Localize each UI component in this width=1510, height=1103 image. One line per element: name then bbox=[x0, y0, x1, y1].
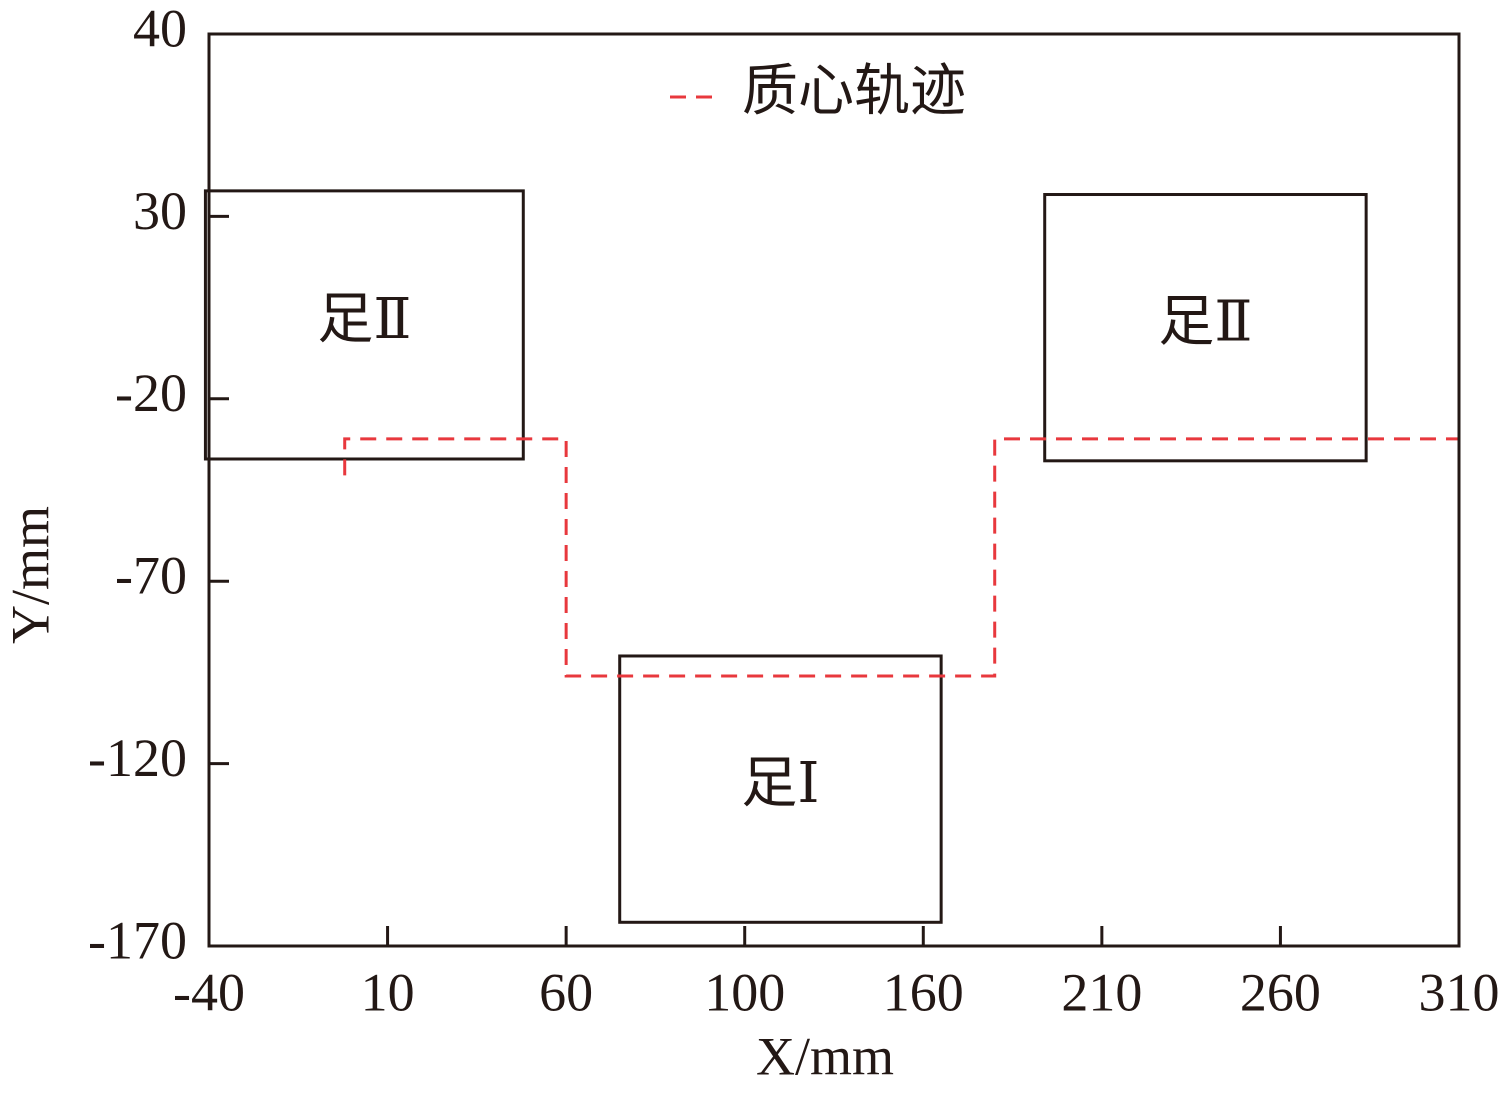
plot-frame bbox=[207, 32, 1461, 948]
y-axis-label: Y/mm bbox=[0, 506, 60, 644]
y-tick-label: -70 bbox=[115, 546, 187, 606]
x-tick-label: 310 bbox=[1419, 962, 1500, 1022]
footprint bbox=[1043, 193, 1368, 463]
x-axis-label: X/mm bbox=[756, 1026, 894, 1086]
x-tick-label: 100 bbox=[704, 962, 785, 1022]
legend-label: 质心轨迹 bbox=[742, 61, 966, 123]
trajectory-line bbox=[343, 437, 1459, 678]
y-tick-label: -20 bbox=[115, 363, 187, 423]
footprint-label: 足Ⅰ bbox=[741, 753, 819, 815]
footprint-label: 足Ⅱ bbox=[317, 289, 411, 351]
footprint-label: 足Ⅱ bbox=[1158, 292, 1252, 354]
y-tick-label: -120 bbox=[88, 728, 187, 788]
footprint bbox=[203, 189, 525, 461]
x-tick-label: -40 bbox=[173, 962, 245, 1022]
y-tick-label: 40 bbox=[133, 0, 187, 58]
x-tick-label: 260 bbox=[1240, 962, 1321, 1022]
x-tick-label: 160 bbox=[883, 962, 964, 1022]
x-tick-label: 10 bbox=[361, 962, 415, 1022]
y-tick-label: 30 bbox=[133, 181, 187, 241]
x-tick-label: 210 bbox=[1061, 962, 1142, 1022]
y-tick-label: -170 bbox=[88, 910, 187, 970]
footprint bbox=[618, 654, 943, 924]
x-tick-label: 60 bbox=[539, 962, 593, 1022]
